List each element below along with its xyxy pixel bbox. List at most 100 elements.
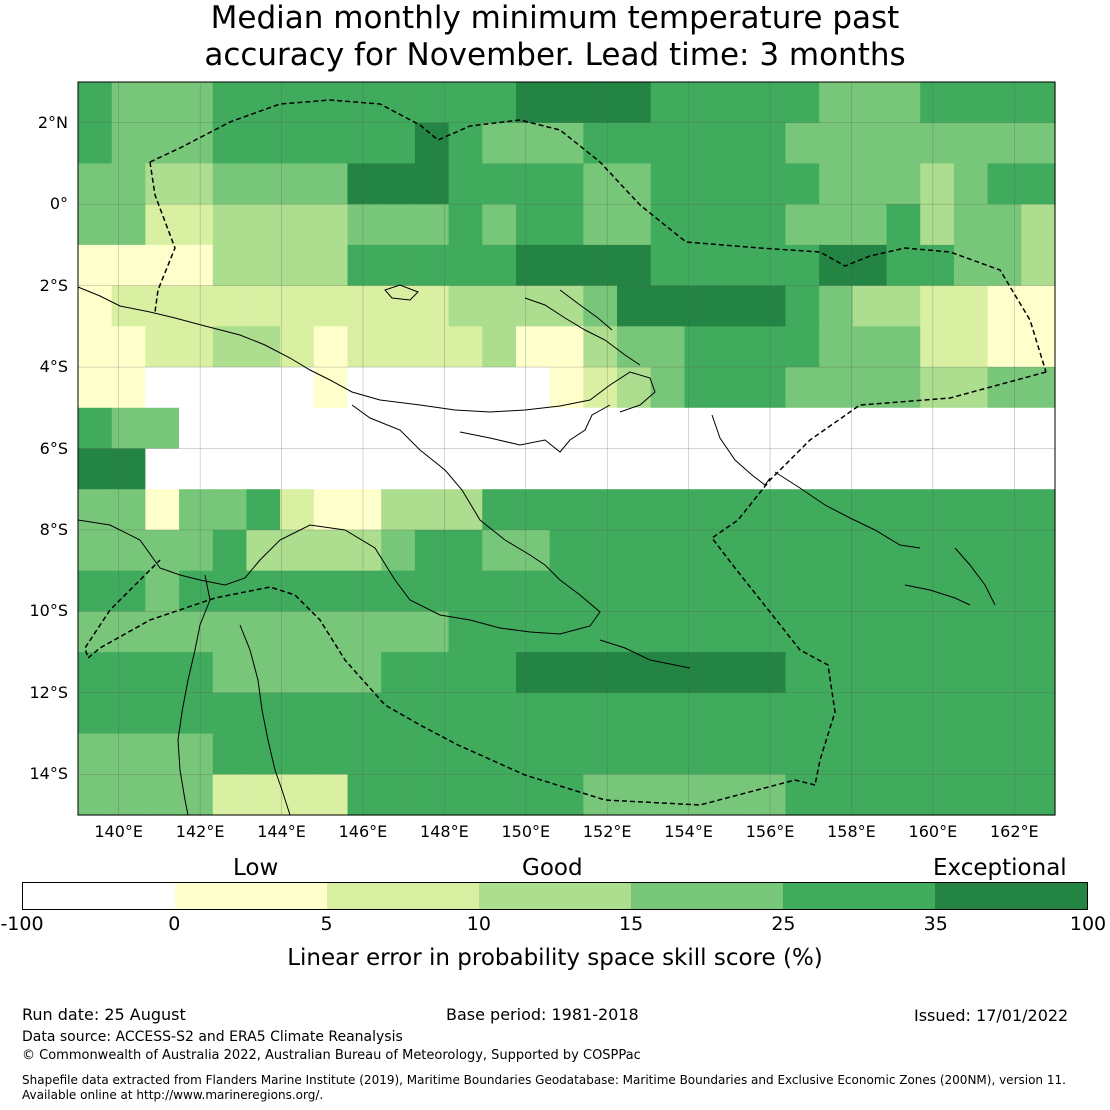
grid-cell bbox=[448, 204, 483, 246]
grid-cell bbox=[684, 652, 719, 694]
grid-cell bbox=[650, 529, 686, 572]
grid-cell bbox=[920, 489, 955, 531]
grid-cell bbox=[1021, 204, 1056, 246]
grid-cell bbox=[515, 122, 551, 165]
grid-cell bbox=[448, 244, 483, 287]
grid-cell bbox=[886, 652, 921, 694]
grid-cell bbox=[313, 285, 349, 327]
grid-cell bbox=[852, 204, 888, 246]
grid-cell bbox=[886, 326, 921, 368]
grid-cell bbox=[785, 122, 820, 165]
grid-cell bbox=[684, 244, 719, 287]
coastline-solomon-3 bbox=[954, 547, 996, 606]
grid-cell bbox=[78, 163, 113, 205]
grid-cell bbox=[448, 367, 483, 409]
grid-cell bbox=[212, 652, 248, 694]
grid-cell bbox=[953, 326, 989, 368]
grid-cell bbox=[650, 326, 686, 368]
grid-cell bbox=[583, 163, 618, 205]
grid-cell bbox=[145, 652, 180, 694]
grid-cell bbox=[785, 448, 820, 490]
colorbar-tick-label: 35 bbox=[923, 913, 948, 935]
grid-cell bbox=[381, 122, 416, 165]
grid-cell bbox=[987, 285, 1022, 327]
grid-cell bbox=[347, 611, 382, 653]
grid-cell bbox=[381, 692, 416, 735]
grid-cell bbox=[920, 529, 955, 572]
grid-cell bbox=[852, 774, 888, 816]
grid-cell bbox=[414, 367, 450, 409]
grid-cell bbox=[246, 204, 281, 246]
grid-cell bbox=[78, 407, 113, 450]
grid-cell bbox=[145, 448, 180, 490]
grid-cell bbox=[886, 774, 921, 816]
grid-cell bbox=[347, 448, 382, 490]
grid-cell bbox=[212, 489, 248, 531]
grid-cell bbox=[78, 204, 113, 246]
grid-cell bbox=[179, 407, 214, 450]
grid-cell bbox=[650, 82, 686, 124]
grid-cell bbox=[381, 82, 416, 124]
colorbar-tick-label: 25 bbox=[771, 913, 796, 935]
grid-cell bbox=[987, 407, 1022, 450]
grid-cell bbox=[1021, 489, 1056, 531]
grid-cell bbox=[145, 570, 180, 612]
grid-cell bbox=[617, 285, 652, 327]
grid-cell bbox=[212, 244, 248, 287]
grid-cell bbox=[313, 611, 349, 653]
grid-cell bbox=[718, 692, 753, 735]
grid-cell bbox=[852, 529, 888, 572]
grid-cell bbox=[280, 244, 315, 287]
coastline-new-guinea-south bbox=[77, 404, 601, 635]
grid-cell bbox=[78, 489, 113, 531]
grid-cell bbox=[718, 652, 753, 694]
grid-cell bbox=[482, 692, 517, 735]
grid-cell bbox=[920, 326, 955, 368]
longitude-label: 144°E bbox=[257, 822, 306, 841]
grid-cell bbox=[212, 285, 248, 327]
grid-cell bbox=[819, 244, 854, 287]
grid-cell bbox=[111, 367, 146, 409]
latitude-label: 6°S bbox=[39, 438, 68, 458]
grid-cell bbox=[1021, 122, 1056, 165]
grid-cell bbox=[684, 285, 719, 327]
grid-cell bbox=[953, 285, 989, 327]
grid-cell bbox=[347, 489, 382, 531]
grid-cell bbox=[179, 652, 214, 694]
grid-cell bbox=[583, 733, 618, 775]
grid-cell bbox=[482, 570, 517, 612]
grid-cell bbox=[650, 407, 686, 450]
grid-cell bbox=[987, 326, 1022, 368]
grid-cell bbox=[313, 163, 349, 205]
grid-cell bbox=[280, 692, 315, 735]
grid-cell bbox=[515, 774, 551, 816]
grid-cell bbox=[751, 82, 787, 124]
grid-cell bbox=[482, 489, 517, 531]
grid-cell bbox=[111, 326, 146, 368]
grid-cell bbox=[448, 611, 483, 653]
grid-cell bbox=[751, 407, 787, 450]
grid-cell bbox=[583, 204, 618, 246]
coastline-solomon-2 bbox=[904, 584, 971, 606]
grid-cell bbox=[414, 733, 450, 775]
longitude-label: 154°E bbox=[664, 822, 713, 841]
grid-cell bbox=[684, 733, 719, 775]
grid-cell bbox=[280, 285, 315, 327]
grid-cell bbox=[684, 204, 719, 246]
map-frame bbox=[77, 81, 1056, 816]
grid-cell bbox=[179, 163, 214, 205]
grid-cell bbox=[482, 448, 517, 490]
grid-cell bbox=[179, 82, 214, 124]
grid-cell bbox=[448, 570, 483, 612]
grid-cell bbox=[549, 244, 584, 287]
grid-cell bbox=[179, 733, 214, 775]
grid-cell bbox=[280, 529, 315, 572]
grid-cell bbox=[246, 529, 281, 572]
grid-cell bbox=[953, 489, 989, 531]
grid-cell bbox=[617, 733, 652, 775]
grid-cell bbox=[819, 407, 854, 450]
grid-cell bbox=[886, 407, 921, 450]
eez-png-north bbox=[149, 99, 1047, 373]
grid-cell bbox=[987, 570, 1022, 612]
latitude-label: 2°N bbox=[37, 112, 68, 132]
